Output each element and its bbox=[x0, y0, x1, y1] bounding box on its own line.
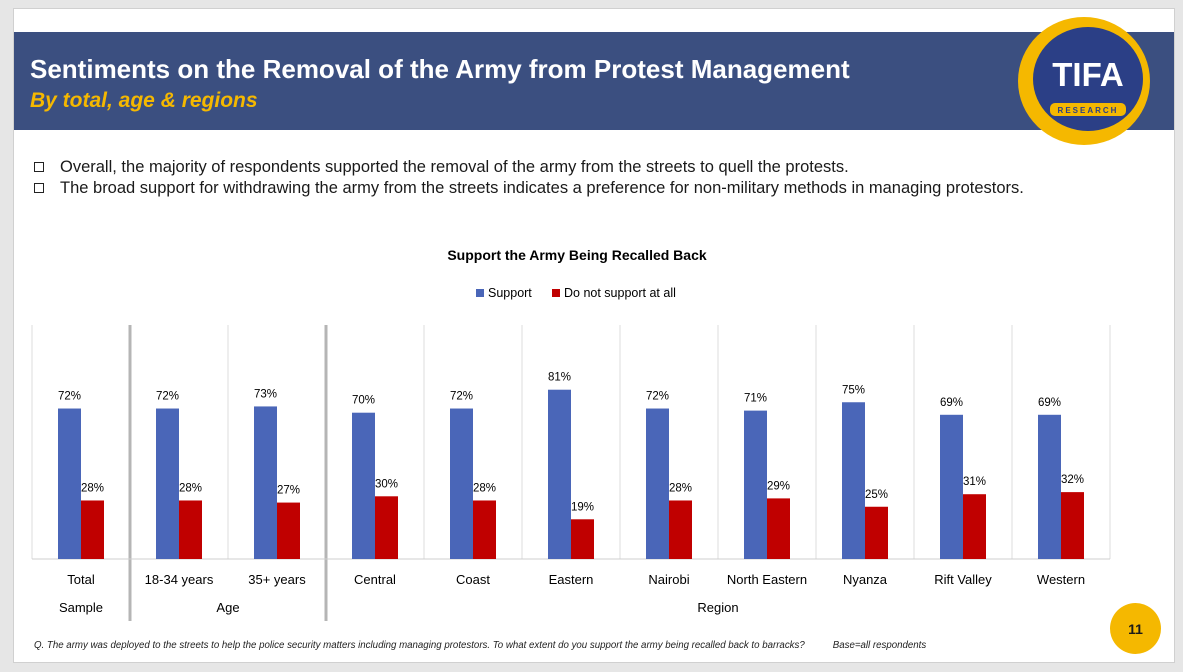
data-label: 75% bbox=[842, 384, 865, 396]
category-label: 18-34 years bbox=[145, 572, 214, 587]
legend-label-0: Support bbox=[488, 286, 532, 300]
category-label: Coast bbox=[456, 572, 490, 587]
bar-not-support-6 bbox=[669, 500, 692, 559]
bar-support-10 bbox=[1038, 414, 1061, 559]
category-label: Rift Valley bbox=[934, 572, 992, 587]
category-label: Central bbox=[354, 572, 396, 587]
category-label: Eastern bbox=[549, 572, 594, 587]
bar-support-7 bbox=[744, 410, 767, 559]
bar-not-support-8 bbox=[865, 506, 888, 559]
checkbox-bullet-icon bbox=[34, 162, 44, 172]
bar-chart: Support the Army Being Recalled Back Sup… bbox=[31, 247, 1111, 621]
data-label: 32% bbox=[1061, 474, 1084, 486]
data-label: 19% bbox=[571, 501, 594, 513]
data-label: 30% bbox=[375, 478, 398, 490]
data-label: 28% bbox=[179, 482, 202, 494]
legend-label-1: Do not support at all bbox=[564, 286, 676, 300]
data-label: 81% bbox=[548, 372, 571, 384]
bullet-item: The broad support for withdrawing the ar… bbox=[32, 178, 1132, 199]
bar-not-support-0 bbox=[81, 500, 104, 559]
data-label: 73% bbox=[254, 388, 277, 400]
bar-support-2 bbox=[254, 406, 277, 559]
bar-not-support-2 bbox=[277, 502, 300, 559]
data-label: 70% bbox=[352, 395, 375, 407]
data-label: 72% bbox=[450, 391, 473, 403]
data-label: 72% bbox=[646, 391, 669, 403]
logo-wordmark: TIFA bbox=[1052, 56, 1124, 93]
footnote: Q. The army was deployed to the streets … bbox=[34, 640, 926, 651]
category-label: Nyanza bbox=[843, 572, 888, 587]
bar-not-support-5 bbox=[571, 519, 594, 559]
legend-swatch-0 bbox=[476, 289, 484, 297]
bar-not-support-1 bbox=[179, 500, 202, 559]
title-banner: Sentiments on the Removal of the Army fr… bbox=[14, 32, 1174, 130]
data-label: 72% bbox=[156, 391, 179, 403]
data-label: 28% bbox=[81, 482, 104, 494]
bar-support-0 bbox=[58, 408, 81, 559]
page-number: 11 bbox=[1110, 603, 1161, 654]
chart-legend: Support Do not support at all bbox=[476, 286, 676, 300]
bar-not-support-4 bbox=[473, 500, 496, 559]
bar-support-8 bbox=[842, 402, 865, 559]
page-title: Sentiments on the Removal of the Army fr… bbox=[30, 54, 850, 84]
bar-not-support-9 bbox=[963, 494, 986, 559]
bullet-item: Overall, the majority of respondents sup… bbox=[32, 157, 1132, 178]
page-subtitle: By total, age & regions bbox=[30, 89, 258, 112]
data-label: 72% bbox=[58, 391, 81, 403]
survey-question: Q. The army was deployed to the streets … bbox=[34, 640, 805, 651]
data-label: 69% bbox=[940, 397, 963, 409]
group-label: Age bbox=[216, 600, 239, 615]
category-label: Nairobi bbox=[648, 572, 689, 587]
tifa-logo: TIFA RESEARCH bbox=[1018, 17, 1150, 145]
bar-support-1 bbox=[156, 408, 179, 559]
bar-support-6 bbox=[646, 408, 669, 559]
data-label: 25% bbox=[865, 489, 888, 501]
group-label: Region bbox=[697, 600, 738, 615]
legend-swatch-1 bbox=[552, 289, 560, 297]
bar-support-5 bbox=[548, 389, 571, 559]
bar-not-support-10 bbox=[1061, 492, 1084, 559]
bar-support-3 bbox=[352, 412, 375, 559]
data-label: 69% bbox=[1038, 397, 1061, 409]
category-label: Total bbox=[67, 572, 95, 587]
category-label: Western bbox=[1037, 572, 1085, 587]
data-label: 27% bbox=[277, 485, 300, 497]
category-label: 35+ years bbox=[248, 572, 306, 587]
base-note: Base=all respondents bbox=[832, 640, 927, 651]
category-label: North Eastern bbox=[727, 572, 807, 587]
group-label: Sample bbox=[59, 600, 103, 615]
checkbox-bullet-icon bbox=[34, 183, 44, 193]
bar-support-4 bbox=[450, 408, 473, 559]
data-label: 29% bbox=[767, 480, 790, 492]
logo-tagline: RESEARCH bbox=[1058, 106, 1119, 115]
data-label: 28% bbox=[473, 482, 496, 494]
bar-support-9 bbox=[940, 414, 963, 559]
bar-not-support-3 bbox=[375, 496, 398, 559]
data-label: 71% bbox=[744, 393, 767, 405]
data-label: 28% bbox=[669, 482, 692, 494]
bar-not-support-7 bbox=[767, 498, 790, 559]
bullet-list: Overall, the majority of respondents sup… bbox=[32, 157, 1132, 199]
slide: Sentiments on the Removal of the Army fr… bbox=[13, 8, 1175, 663]
plot-area: 72% 28% Total 72% 28% 18-34 years 73% 27% 35+ ye… bbox=[31, 325, 1111, 621]
chart-title: Support the Army Being Recalled Back bbox=[447, 247, 707, 263]
data-label: 31% bbox=[963, 476, 986, 488]
